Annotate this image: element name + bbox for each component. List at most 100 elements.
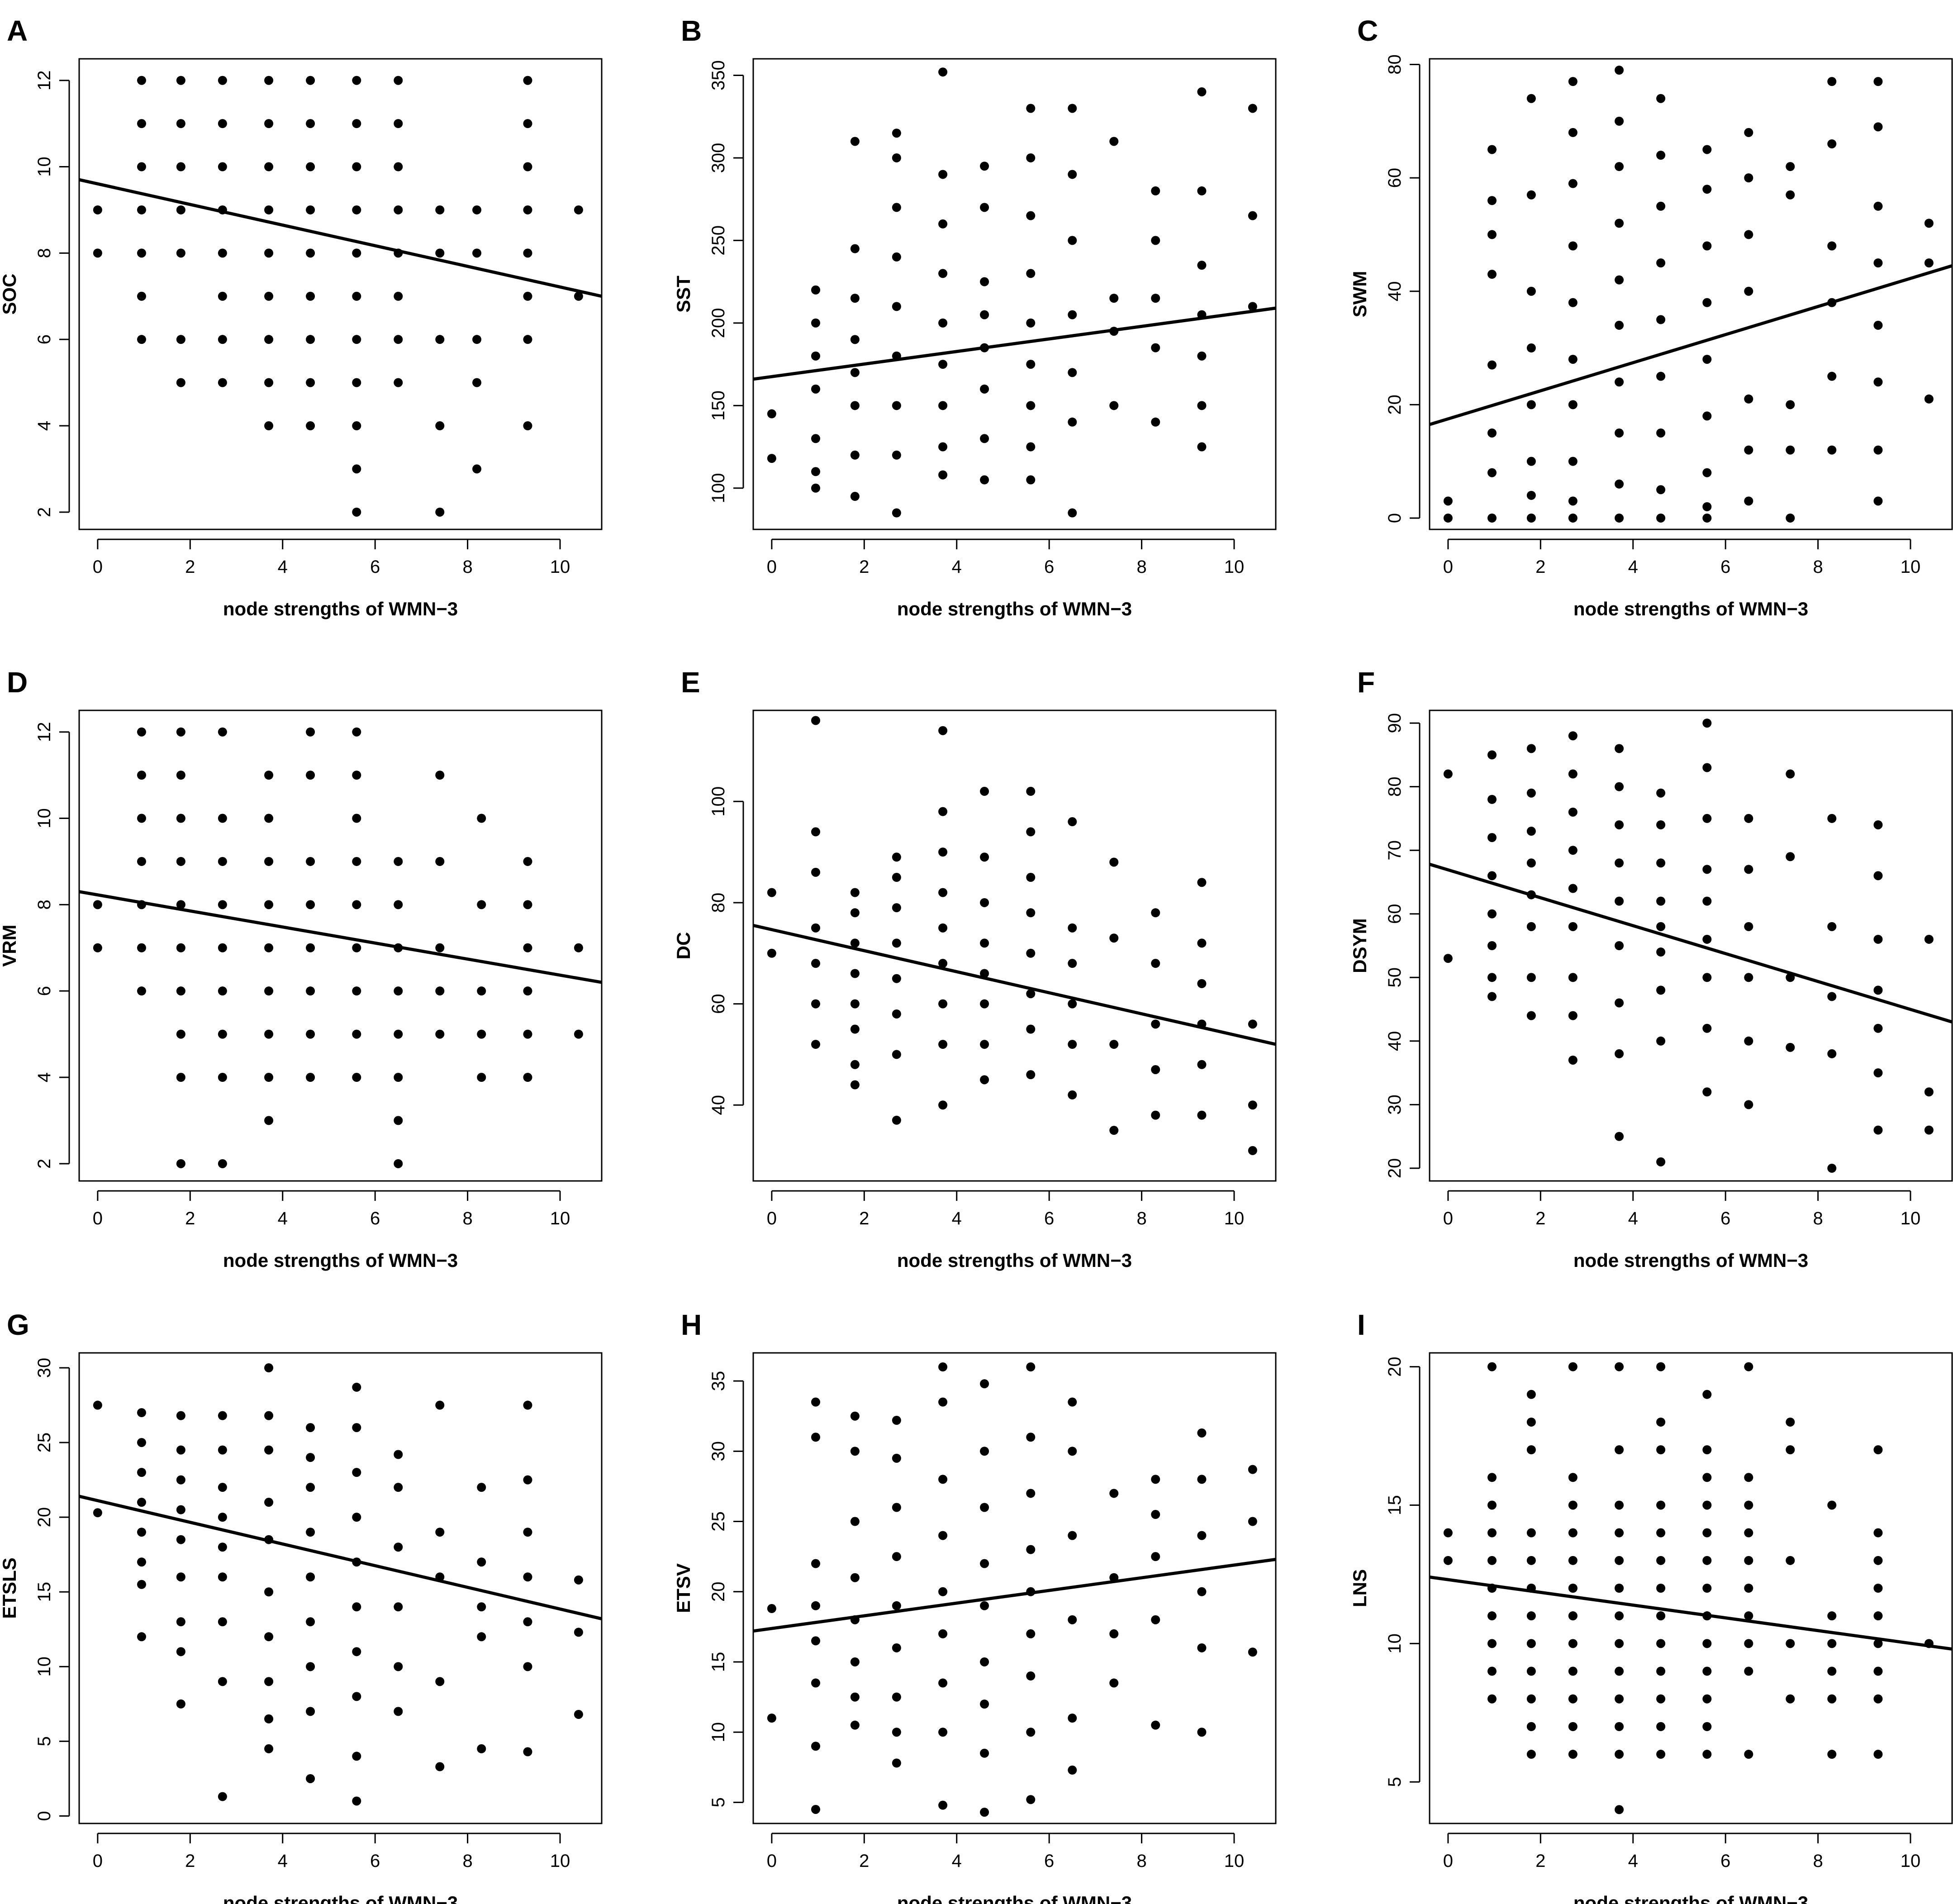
data-point [1248,302,1257,311]
data-point [892,1643,901,1652]
data-point [1526,1639,1536,1648]
data-point [352,900,361,909]
data-point [1827,992,1837,1001]
data-point [1526,1694,1536,1704]
y-tick-label: 80 [1385,54,1405,75]
data-point [1526,513,1536,523]
data-point [264,943,274,952]
data-point [218,291,227,301]
data-point [1026,1545,1036,1554]
data-point [306,1774,315,1783]
data-point [1702,502,1712,511]
y-tick-label: 80 [1385,776,1405,797]
data-point [1702,145,1712,154]
data-point [811,467,820,476]
data-point [523,943,532,952]
data-point [1873,1023,1883,1033]
x-tick-label: 6 [370,1209,380,1228]
data-point [980,310,989,319]
data-point [574,943,583,952]
data-point [1656,858,1666,868]
data-point [176,335,185,344]
data-point [892,450,901,460]
panel-letter: G [7,1309,29,1341]
x-tick-label: 2 [859,557,869,577]
data-point [1526,400,1536,409]
data-point [850,908,860,918]
data-point [980,969,989,978]
data-point [1656,1639,1666,1648]
data-point [1786,769,1795,779]
data-point [1487,1556,1497,1565]
data-point [1786,1042,1795,1052]
data-point [1873,320,1883,330]
plot-frame [752,1352,1277,1824]
y-tick-label: 10 [1385,1633,1405,1654]
data-point [980,999,989,1009]
data-point [1026,211,1036,220]
data-point [218,1572,227,1582]
data-point [523,291,532,301]
data-point [1744,286,1753,296]
data-point [980,1379,989,1389]
data-point [1924,934,1934,944]
data-point [811,1742,820,1751]
data-point [176,771,185,780]
data-point [811,318,820,328]
data-point [1744,445,1753,455]
data-point [1487,196,1497,205]
data-point [1615,1611,1624,1621]
data-point [1656,1036,1666,1046]
data-point [1487,871,1497,881]
data-point [892,252,901,262]
data-point [176,900,185,909]
data-point [1526,1666,1536,1676]
y-tick-label: 200 [708,308,728,338]
data-point [1526,1556,1536,1565]
data-point [1656,985,1666,995]
data-point [306,1662,315,1671]
data-point [1568,179,1578,188]
data-point [938,401,948,410]
data-point [435,335,445,344]
data-point [1568,457,1578,466]
plot-frame [1429,58,1953,530]
data-point [980,852,989,862]
regression-line [753,923,1276,1046]
x-tick-label: 0 [1443,1851,1453,1871]
data-point [938,442,948,452]
data-point [1702,814,1712,823]
data-point [394,1029,403,1039]
data-point [176,76,185,85]
x-tick-label: 8 [1136,557,1146,577]
data-point [1568,1722,1578,1731]
data-point [306,1029,315,1039]
data-point [850,1060,860,1069]
data-point [1568,298,1578,307]
data-point [1702,1722,1712,1731]
data-point [137,1528,146,1537]
data-point [850,888,860,897]
data-point [811,434,820,443]
data-point [980,475,989,485]
data-point [938,1397,948,1407]
data-point [938,1040,948,1049]
data-point [574,205,583,214]
y-tick-label: 5 [708,1797,728,1807]
data-point [472,335,482,344]
data-point [1109,1126,1119,1135]
data-point [435,857,445,866]
y-tick-label: 5 [1385,1777,1405,1787]
data-point [1026,1629,1036,1638]
panel-letter: A [7,14,28,47]
data-point [137,771,146,780]
data-point [394,76,403,85]
data-point [306,162,315,171]
data-point [1744,173,1753,183]
x-tick-label: 4 [278,557,288,577]
data-point [1068,923,1077,933]
data-point [218,1483,227,1492]
data-point [264,1116,274,1125]
regression-line [79,178,602,298]
x-tick-label: 8 [1136,1851,1146,1871]
